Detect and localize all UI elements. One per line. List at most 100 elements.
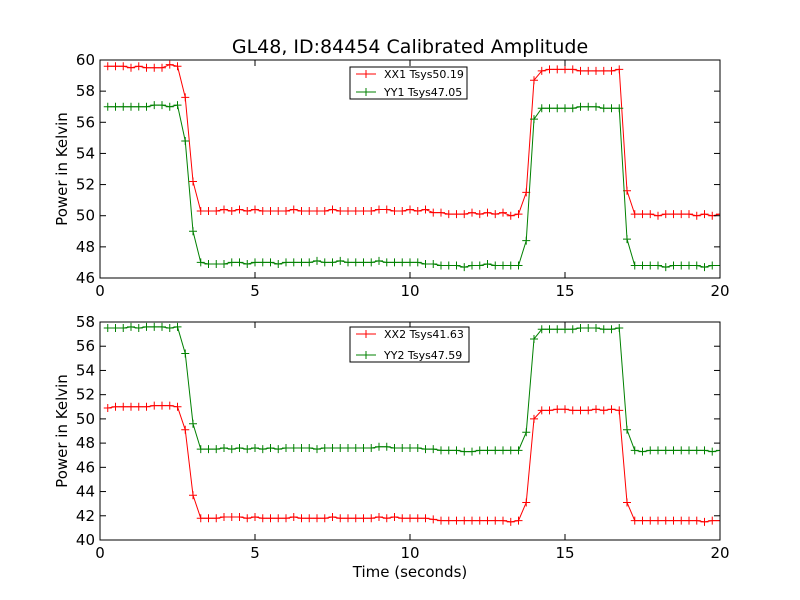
data-point-marker [165,60,174,69]
data-point-marker [196,207,205,216]
data-point-marker [266,207,275,216]
data-point-marker [669,261,678,270]
data-point-marker [344,258,352,267]
data-point-marker [189,419,197,428]
data-point-marker [692,446,701,455]
data-point-marker [576,406,585,415]
data-point-marker [189,491,197,500]
data-point-marker [599,66,608,75]
data-point-marker [421,205,430,214]
data-point-marker [173,101,182,110]
data-point-marker [406,205,414,214]
data-point-marker [142,102,151,111]
data-point-marker [274,207,283,216]
y-tick-label: 52 [76,386,95,404]
data-point-marker [483,516,492,525]
x-axis-label: Time (seconds) [352,563,468,581]
y-tick-label: 44 [76,483,95,501]
data-point-marker [615,406,624,415]
x-tick-label: 5 [250,544,260,562]
data-point-marker [646,516,655,525]
data-point-marker [158,401,166,410]
legend-marker [362,351,370,359]
x-tick-label: 0 [95,544,105,562]
data-point-marker [181,93,190,102]
data-point-marker [413,258,422,267]
x-tick-label: 10 [400,544,419,562]
data-point-marker [475,446,484,455]
data-point-marker [452,516,461,525]
data-point-marker [468,261,476,270]
data-point-marker [235,205,244,214]
data-point-marker [437,208,445,217]
data-point-marker [561,65,569,74]
data-point-marker [499,446,507,455]
y-tick-label: 58 [76,82,95,100]
data-point-marker [243,207,252,216]
data-point-marker [700,517,709,526]
data-point-marker [297,258,306,267]
y-tick-label: 46 [76,269,95,287]
data-point-marker [499,208,507,217]
data-point-marker [661,263,670,272]
data-point-marker [677,516,686,525]
data-point-marker [103,403,112,412]
data-point-marker [258,207,267,216]
x-tick-label: 5 [250,282,260,300]
data-point-marker [212,259,221,268]
data-point-marker [413,207,422,216]
data-point-marker [111,102,120,111]
data-point-marker [568,325,577,334]
data-point-marker [661,210,670,219]
data-point-marker [282,258,290,267]
data-point-marker [669,446,678,455]
data-point-marker [568,65,577,74]
data-point-marker [661,516,670,525]
data-point-marker [351,258,360,267]
data-point-marker [227,207,236,216]
data-point-marker [553,104,562,113]
data-point-marker [708,516,717,525]
data-point-marker [305,514,314,523]
data-point-marker [103,324,112,333]
data-point-marker [654,516,662,525]
data-point-marker [669,210,678,219]
data-point-marker [677,446,686,455]
data-point-marker [630,446,639,455]
data-point-marker [592,405,600,414]
data-point-marker [204,514,213,523]
data-point-marker [375,512,383,521]
data-point-marker [685,210,693,219]
data-point-marker [367,514,376,523]
data-point-marker [506,446,515,455]
data-point-marker [351,514,360,523]
data-point-marker [530,76,538,85]
data-point-marker [150,63,159,72]
data-point-marker [522,498,531,507]
y-tick-label: 60 [76,51,95,69]
data-point-marker [530,334,538,343]
data-point-marker [483,259,492,268]
data-point-marker [320,443,329,452]
data-point-marker [181,349,190,358]
data-point-marker [646,261,655,270]
y-tick-label: 54 [76,361,95,379]
data-point-marker [506,517,515,526]
data-point-marker [607,405,616,414]
data-point-marker [429,259,438,268]
data-point-marker [134,62,143,71]
data-point-marker [398,207,407,216]
data-point-marker [437,516,445,525]
data-point-marker [406,443,414,452]
data-point-marker [537,406,546,415]
data-point-marker [103,102,112,111]
data-point-marker [367,443,376,452]
y-tick-label: 40 [76,531,95,549]
data-point-marker [127,102,135,111]
data-point-marker [646,446,655,455]
data-point-marker [460,263,469,272]
data-point-marker [320,207,329,216]
data-point-marker [119,102,128,111]
data-point-marker [243,445,252,454]
